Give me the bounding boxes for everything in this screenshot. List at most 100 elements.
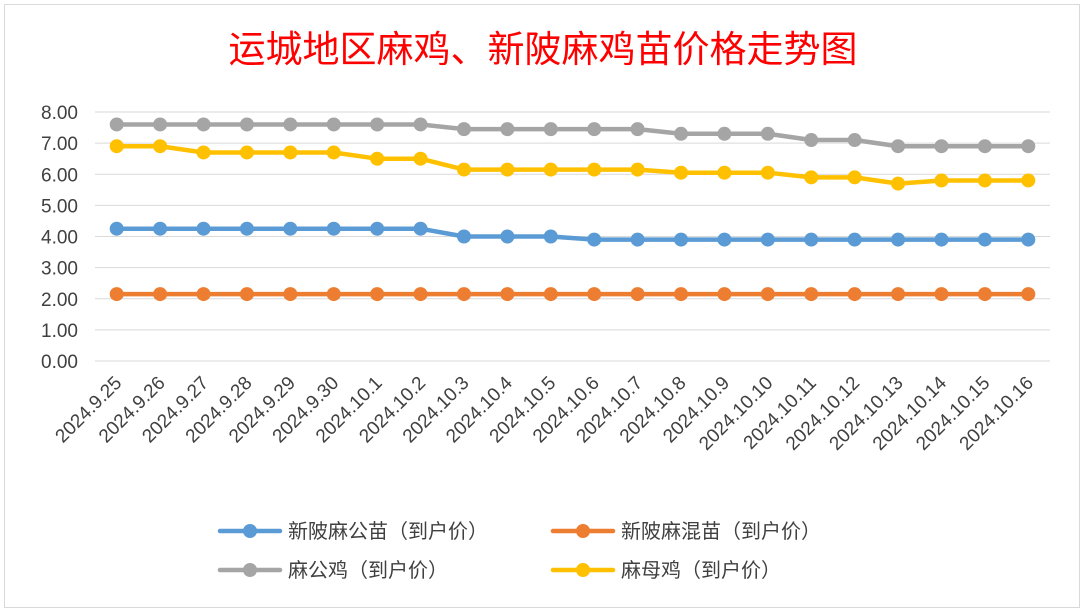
legend-item: 新陂麻公苗（到户价）: [217, 519, 488, 543]
data-point: [717, 126, 732, 141]
data-point: [587, 232, 602, 247]
data-point: [283, 145, 298, 160]
series-line: [114, 143, 1031, 186]
series-group: [109, 139, 1036, 191]
data-point: [934, 139, 949, 154]
data-point: [283, 117, 298, 132]
data-point: [891, 176, 906, 191]
data-point: [674, 232, 689, 247]
data-point: [153, 221, 168, 236]
data-point: [239, 221, 254, 236]
data-point: [239, 117, 254, 132]
data-point: [847, 170, 862, 185]
data-point: [326, 145, 341, 160]
data-point: [630, 122, 645, 137]
data-point: [413, 117, 428, 132]
data-point: [326, 221, 341, 236]
y-axis-ticks: 0.00 1.00 2.00 3.00 4.00 5.00 6.00 7.00 8.00: [41, 103, 78, 373]
data-point: [977, 232, 992, 247]
data-point: [1021, 232, 1036, 247]
legend-marker: [576, 563, 590, 577]
data-point: [847, 287, 862, 302]
data-point: [674, 165, 689, 180]
legend-item: 麻母鸡（到户价）: [550, 558, 781, 582]
data-point: [413, 287, 428, 302]
y-tick-label: 1.00: [41, 321, 78, 342]
data-point: [500, 229, 515, 244]
data-point: [543, 229, 558, 244]
data-point: [500, 287, 515, 302]
data-point: [370, 151, 385, 166]
data-point: [891, 287, 906, 302]
data-point: [500, 162, 515, 177]
data-point: [283, 287, 298, 302]
data-point: [500, 122, 515, 137]
data-point: [239, 287, 254, 302]
y-tick-label: 5.00: [41, 196, 78, 217]
data-point: [196, 287, 211, 302]
data-point: [760, 126, 775, 141]
data-point: [804, 133, 819, 148]
data-point: [760, 287, 775, 302]
legend: 新陂麻公苗（到户价） 新陂麻混苗（到户价） 麻公鸡（到户价） 麻母鸡（到户价）: [217, 519, 821, 582]
series-group: [109, 287, 1036, 302]
gridlines: [95, 111, 1050, 362]
data-point: [370, 221, 385, 236]
data-point: [196, 221, 211, 236]
data-point: [109, 117, 124, 132]
data-point: [717, 232, 732, 247]
data-point: [804, 170, 819, 185]
data-point: [543, 162, 558, 177]
data-point: [847, 232, 862, 247]
data-point: [109, 139, 124, 154]
data-point: [717, 287, 732, 302]
data-point: [153, 287, 168, 302]
data-point: [977, 173, 992, 188]
data-point: [587, 122, 602, 137]
y-tick-label: 4.00: [41, 228, 78, 249]
data-point: [674, 126, 689, 141]
data-point: [196, 117, 211, 132]
y-tick-label: 8.00: [41, 103, 78, 124]
data-point: [413, 221, 428, 236]
legend-marker: [243, 563, 257, 577]
data-point: [326, 117, 341, 132]
data-point: [587, 162, 602, 177]
legend-label: 新陂麻公苗（到户价）: [288, 519, 488, 543]
data-point: [413, 151, 428, 166]
y-tick-label: 0.00: [41, 352, 78, 373]
data-point: [370, 117, 385, 132]
data-point: [1021, 139, 1036, 154]
data-point: [456, 229, 471, 244]
series-line: [114, 122, 1031, 149]
x-axis-ticks: 2024.9.252024.9.262024.9.272024.9.282024…: [52, 372, 1038, 454]
data-point: [543, 287, 558, 302]
data-point: [934, 173, 949, 188]
data-point: [587, 287, 602, 302]
data-point: [977, 287, 992, 302]
data-point: [456, 162, 471, 177]
data-point: [153, 117, 168, 132]
series-line: [114, 226, 1031, 242]
y-tick-label: 7.00: [41, 134, 78, 155]
chart-title: 运城地区麻鸡、新陂麻鸡苗价格走势图: [229, 28, 858, 71]
data-point: [804, 287, 819, 302]
data-point: [196, 145, 211, 160]
legend-marker: [576, 524, 590, 538]
data-point: [934, 232, 949, 247]
data-point: [153, 139, 168, 154]
series-group: [109, 221, 1036, 247]
data-point: [283, 221, 298, 236]
data-point: [109, 221, 124, 236]
series-lines: [109, 117, 1036, 302]
data-point: [760, 232, 775, 247]
legend-label: 新陂麻混苗（到户价）: [621, 519, 821, 543]
data-point: [1021, 173, 1036, 188]
data-point: [891, 139, 906, 154]
data-point: [456, 287, 471, 302]
data-point: [370, 287, 385, 302]
series-group: [109, 117, 1036, 154]
data-point: [543, 122, 558, 137]
data-point: [630, 232, 645, 247]
